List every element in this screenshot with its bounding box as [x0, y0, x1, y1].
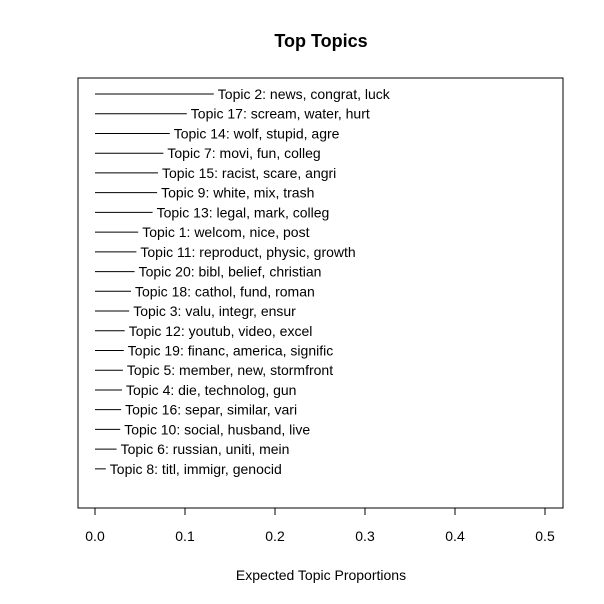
- topic-label: Topic 17: scream, water, hurt: [191, 106, 370, 122]
- topic-label: Topic 16: separ, similar, vari: [125, 402, 297, 418]
- topic-label: Topic 18: cathol, fund, roman: [135, 283, 315, 299]
- chart-title: Top Topics: [274, 31, 367, 51]
- x-axis-label: Expected Topic Proportions: [236, 567, 406, 583]
- topic-label: Topic 11: reproduct, physic, growth: [140, 244, 355, 260]
- topic-label: Topic 12: youtub, video, excel: [129, 323, 313, 339]
- x-tick-label: 0.2: [265, 528, 285, 544]
- topic-label: Topic 8: titl, immigr, genocid: [110, 461, 282, 477]
- topic-label: Topic 14: wolf, stupid, agre: [174, 125, 340, 141]
- x-tick-label: 0.0: [85, 528, 105, 544]
- topic-label: Topic 5: member, new, stormfront: [127, 362, 333, 378]
- x-tick-label: 0.5: [535, 528, 555, 544]
- topic-label: Topic 20: bibl, belief, christian: [139, 264, 322, 280]
- x-tick-label: 0.4: [445, 528, 465, 544]
- topic-label: Topic 2: news, congrat, luck: [218, 86, 391, 102]
- topic-label: Topic 3: valu, integr, ensur: [133, 303, 296, 319]
- topic-label: Topic 9: white, mix, trash: [161, 185, 314, 201]
- x-tick-label: 0.3: [355, 528, 375, 544]
- topic-label: Topic 1: welcom, nice, post: [142, 224, 309, 240]
- topic-label: Topic 10: social, husband, live: [124, 421, 310, 437]
- topic-label: Topic 19: financ, america, signific: [128, 342, 333, 358]
- topic-label: Topic 13: legal, mark, colleg: [157, 204, 330, 220]
- bars-group: Topic 2: news, congrat, luck Topic 17: sc…: [95, 86, 391, 477]
- x-axis: 0.0 0.1 0.2 0.3 0.4 0.5: [85, 507, 555, 544]
- topic-label: Topic 6: russian, uniti, mein: [121, 441, 290, 457]
- x-tick-label: 0.1: [175, 528, 195, 544]
- topic-label: Topic 15: racist, scare, angri: [162, 165, 336, 181]
- topic-label: Topic 4: die, technolog, gun: [126, 382, 296, 398]
- topic-label: Topic 7: movi, fun, colleg: [167, 145, 320, 161]
